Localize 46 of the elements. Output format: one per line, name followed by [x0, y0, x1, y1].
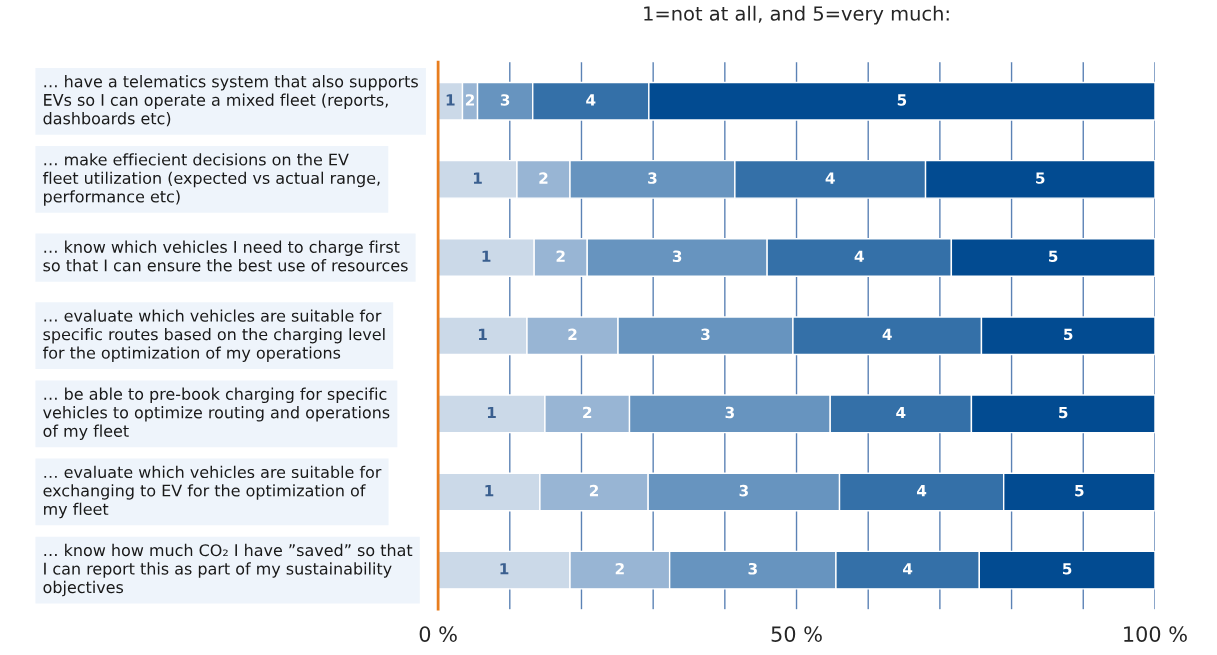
text: 1 — [485, 485, 494, 497]
text: 3 — [648, 172, 657, 184]
text: 2 — [615, 562, 624, 575]
text: 4 — [903, 563, 913, 575]
text: 4 — [825, 172, 835, 184]
text: 4 — [586, 94, 596, 106]
text: 3 — [748, 562, 757, 575]
text: 2 — [539, 172, 548, 184]
y-tick-label: … have a telematics system that also supports EVs so I can operate a mixed fleet (reports, dashboards etc) — [43, 75, 418, 127]
text: 3 — [500, 94, 510, 106]
y-tick-label: … make effiecient decisions on the EV fleet utilization (expected vs actual range, performance etc) — [42, 153, 380, 206]
text: 1 — [473, 172, 482, 184]
text: 2 — [556, 250, 565, 262]
text: 2 — [583, 406, 592, 419]
x-tick-label: 0 % — [419, 626, 457, 642]
text: 3 — [672, 250, 682, 262]
chart-title: 1=not at all, and 5=very much: — [644, 5, 949, 25]
text: 5 — [1059, 406, 1068, 419]
text: 5 — [1049, 250, 1058, 262]
text: 4 — [854, 250, 864, 262]
y-tick-label: … be able to pre-book charging for specific vehicles to optimize routing and operations of my fleet — [43, 387, 390, 441]
text: 3 — [739, 484, 748, 497]
text: 1 — [500, 563, 509, 575]
text: 4 — [896, 406, 906, 419]
text: 4 — [916, 485, 927, 497]
text: 3 — [725, 406, 734, 419]
series-label: 4 — [882, 328, 892, 340]
x-tick-label: 50 % — [771, 626, 822, 642]
series-label: 1 — [446, 94, 455, 106]
series-label: 3 — [701, 328, 710, 341]
x-tick-label: 100 % — [1124, 626, 1187, 642]
text: 1 — [487, 406, 496, 419]
series-label: 5 — [1064, 328, 1073, 341]
y-tick-label: … evaluate which vehicles are suitable for specific routes based on the charging level for the optimization of my operations — [42, 309, 385, 362]
series-label: 2 — [465, 94, 475, 106]
text: 5 — [897, 94, 907, 106]
y-tick-label: … know which vehicles I need to charge first so that I can ensure the best use of resources — [43, 240, 408, 272]
y-tick-label: … evaluate which vehicles are suitable for exchanging to EV for the optimization of my fleet — [43, 465, 382, 519]
text: 5 — [1075, 485, 1084, 497]
y-tick-label: … know how much CO₂ I have ”saved” so that I can report this as part of my sustainability objectives — [43, 543, 413, 597]
text: 1 — [482, 250, 491, 262]
text: 2 — [568, 328, 577, 340]
text: 5 — [1036, 172, 1045, 184]
text: 1 — [478, 328, 487, 340]
text: 5 — [1062, 563, 1072, 575]
text: 2 — [589, 484, 599, 497]
